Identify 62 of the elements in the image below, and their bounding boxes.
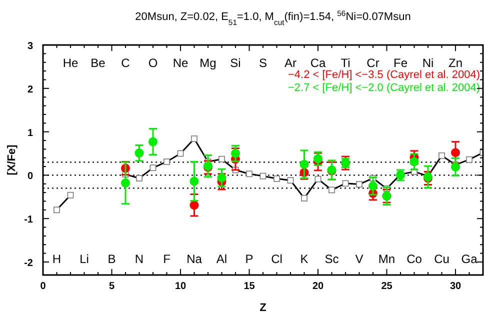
point — [190, 200, 199, 210]
y-tick-label: 3 — [27, 41, 34, 52]
annotation: Li — [80, 252, 89, 266]
annotation: B — [108, 252, 116, 266]
annotation: Ca — [310, 56, 326, 70]
y-tick-label: -2 — [24, 258, 34, 269]
point — [121, 178, 130, 188]
annotation: Co — [406, 252, 422, 266]
text: −2.7 < [Fe/H] <−2.0 (Cayrel et al. 2004) — [288, 82, 480, 94]
annotation: Si — [230, 56, 241, 70]
annotation: Mn — [378, 252, 396, 266]
point — [231, 148, 240, 158]
point — [134, 148, 144, 158]
point — [217, 173, 226, 182]
x-tick-label: 25 — [381, 281, 393, 292]
y-tick-label: -1 — [24, 214, 34, 226]
y-axis-title: [X/Fe] — [6, 144, 18, 176]
point — [300, 160, 309, 169]
annotation: Cu — [434, 252, 450, 266]
annotation: Ti — [340, 56, 350, 70]
annotation: Be — [90, 56, 106, 70]
annotation: Mg — [200, 56, 216, 70]
annotation: K — [300, 252, 308, 266]
chart-title: 20Msun, Z=0.02, E$_{51}$=1.0, M$_{cut}$(fin)=1.54, $^{56}$Ni=0.07Msun — [135, 8, 411, 26]
point — [148, 137, 158, 146]
y-tick-label: 0 — [27, 171, 34, 182]
annotation: Ne — [172, 56, 188, 70]
point — [410, 157, 419, 166]
text: −4.2 < [Fe/H] <−3.5 (Cayrel et al. 2004) — [288, 69, 480, 81]
point — [190, 176, 199, 186]
annotation: Cl — [271, 252, 282, 266]
annotation: F — [163, 252, 170, 266]
point — [314, 154, 322, 164]
annotation: C — [121, 56, 130, 70]
point — [451, 148, 460, 158]
y-tick-label: 1 — [27, 128, 34, 139]
annotation: Sc — [324, 252, 339, 266]
x-axis-title: Z — [260, 302, 267, 314]
annotation: Zn — [448, 56, 463, 70]
annotation: Ni — [422, 56, 434, 70]
annotation: Fe — [393, 56, 408, 70]
point — [368, 182, 378, 191]
annotation: He — [62, 56, 78, 70]
x-tick-label: 30 — [450, 281, 462, 292]
annotation: Ar — [284, 56, 297, 70]
annotation: Cr — [366, 56, 380, 70]
point — [451, 162, 460, 172]
annotation: P — [245, 252, 254, 266]
annotation: Na — [186, 252, 202, 266]
x-tick-label: 15 — [244, 281, 256, 292]
annotation: H — [52, 252, 62, 266]
annotation: O — [148, 56, 158, 70]
annotation: Ga — [461, 252, 478, 266]
x-tick-label: 5 — [108, 281, 115, 292]
annotation: Al — [216, 252, 228, 266]
annotation: N — [134, 252, 144, 266]
x-tick-label: 0 — [40, 281, 46, 292]
annotation: S — [258, 56, 268, 70]
y-tick-label: 2 — [27, 84, 34, 96]
x-tick-label: 20 — [312, 281, 324, 292]
x-tick-label: 10 — [174, 281, 186, 292]
annotation: V — [355, 252, 364, 266]
